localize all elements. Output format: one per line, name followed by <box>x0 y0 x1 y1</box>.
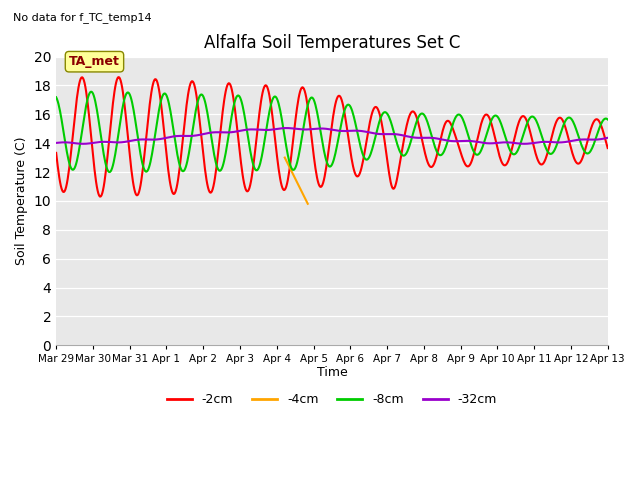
Title: Alfalfa Soil Temperatures Set C: Alfalfa Soil Temperatures Set C <box>204 34 460 52</box>
Legend: -2cm, -4cm, -8cm, -32cm: -2cm, -4cm, -8cm, -32cm <box>162 388 502 411</box>
Y-axis label: Soil Temperature (C): Soil Temperature (C) <box>15 137 28 265</box>
Text: TA_met: TA_met <box>69 55 120 68</box>
X-axis label: Time: Time <box>317 366 348 379</box>
Text: No data for f_TC_temp14: No data for f_TC_temp14 <box>13 12 152 23</box>
